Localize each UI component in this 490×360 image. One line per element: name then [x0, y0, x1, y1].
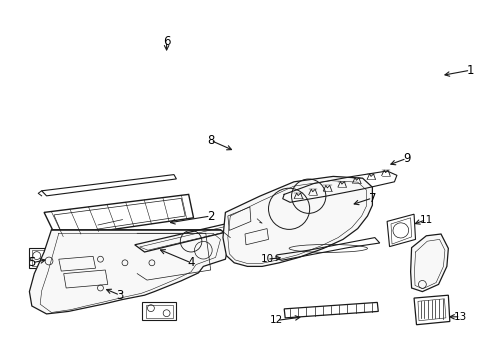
Polygon shape	[223, 176, 372, 266]
Polygon shape	[411, 234, 448, 292]
Polygon shape	[29, 230, 230, 314]
Text: 2: 2	[207, 210, 215, 222]
Text: 10: 10	[261, 254, 273, 264]
Text: 11: 11	[419, 215, 433, 225]
Text: 3: 3	[116, 289, 124, 302]
Text: 13: 13	[454, 312, 467, 322]
Text: 6: 6	[163, 35, 171, 48]
Text: 5: 5	[28, 256, 36, 269]
Text: 7: 7	[368, 192, 376, 204]
Text: 8: 8	[207, 134, 215, 147]
Text: 4: 4	[187, 256, 195, 269]
Text: 1: 1	[466, 64, 474, 77]
Text: 9: 9	[403, 152, 411, 165]
Text: 12: 12	[270, 315, 284, 325]
